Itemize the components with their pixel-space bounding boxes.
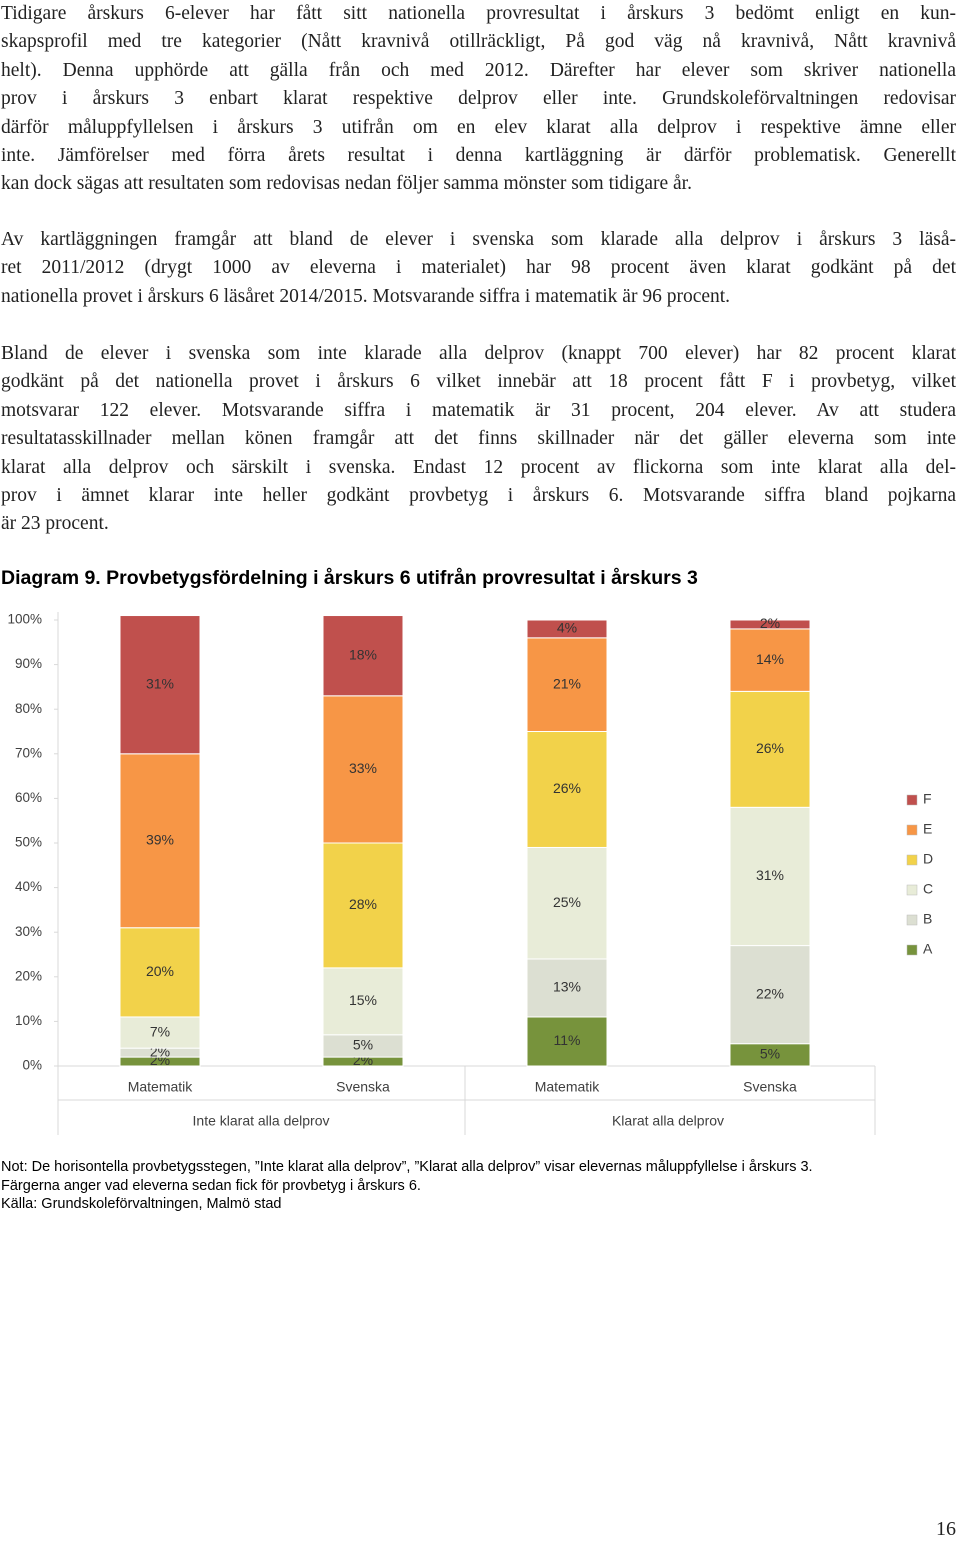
text-line: Bland de elever i svenska som inte klara… (1, 343, 956, 364)
data-label: 7% (150, 1023, 170, 1039)
legend-swatch (906, 914, 918, 926)
data-label: 20% (146, 963, 174, 979)
y-tick-label: 50% (15, 835, 42, 850)
data-label: 26% (756, 740, 784, 756)
bar-segment (729, 628, 811, 692)
chart-title: Diagram 9. Provbetygsfördelning i årskur… (1, 566, 698, 589)
text-line: inte. Jämförelser med förra årets result… (1, 144, 956, 166)
text-line: prov i ämnet klarar inte heller godkänt … (1, 484, 956, 506)
data-label: 28% (349, 896, 377, 912)
bar-segment (729, 945, 811, 1045)
data-label: 11% (554, 1032, 581, 1048)
text-line: ret 2011/2012 (drygt 1000 av eleverna i … (1, 257, 956, 279)
data-label: 5% (353, 1037, 373, 1053)
bar-segment (119, 753, 201, 929)
bar-segment (526, 637, 608, 733)
text-line: Av kartläggningen framgår att bland de e… (1, 229, 956, 250)
legend-label: E (923, 821, 932, 837)
data-label: 18% (349, 646, 377, 662)
bar-segment (119, 615, 201, 755)
text-line: nationella provet i årskurs 6 läsåret 20… (1, 285, 731, 307)
data-label: 2% (760, 615, 780, 631)
group-label: Klarat alla delprov (612, 1113, 724, 1129)
text-line: godkänt på det nationella provet i årsku… (1, 371, 956, 393)
note-line: Färgerna anger vad eleverna sedan fick f… (1, 1177, 421, 1194)
y-tick-label: 30% (15, 924, 42, 939)
data-label: 5% (760, 1046, 780, 1062)
data-label: 21% (553, 675, 581, 691)
y-tick-label: 70% (15, 745, 42, 760)
data-label: 13% (553, 979, 581, 995)
data-label: 25% (553, 894, 581, 910)
bar-segment (526, 846, 608, 960)
bar-segment (526, 1016, 608, 1067)
bar-segment (322, 695, 404, 844)
legend-label: F (923, 791, 932, 807)
paragraph: Tidigare årskurs 6-elever har fått sitt … (1, 0, 956, 199)
legend-label: B (923, 911, 932, 927)
x-tick-label: Matematik (128, 1079, 194, 1095)
y-tick-label: 80% (15, 701, 42, 716)
paragraph: Bland de elever i svenska som inte klara… (1, 340, 956, 539)
bar-segment (119, 1016, 201, 1049)
legend-label: D (923, 851, 933, 867)
bar-segment (526, 958, 608, 1018)
y-tick-label: 90% (15, 656, 42, 671)
legend-swatch (906, 854, 918, 866)
y-tick-label: 20% (15, 968, 42, 983)
note-line: Källa: Grundskoleförvaltningen, Malmö st… (1, 1196, 282, 1212)
note-line: Not: De horisontella provbetygsstegen, ”… (1, 1159, 813, 1175)
bar-segment (119, 927, 201, 1018)
data-label: 31% (146, 675, 174, 691)
text-line: motsvarar 122 elever. Motsvarande siffra… (1, 399, 956, 421)
paragraph: Av kartläggningen framgår att bland de e… (1, 226, 956, 311)
data-label: 39% (146, 831, 174, 847)
x-tick-label: Matematik (535, 1079, 601, 1095)
legend-label: C (923, 881, 933, 897)
group-label: Inte klarat alla delprov (193, 1113, 330, 1129)
y-tick-label: 40% (15, 879, 42, 894)
y-tick-label: 0% (22, 1058, 42, 1073)
text-line: prov i årskurs 3 enbart klarat respektiv… (1, 88, 956, 110)
text-line: resultatasskillnader mellan könen framgå… (1, 428, 956, 450)
text-line: klarat alla delprov och särskilt i svens… (1, 456, 956, 478)
legend-swatch (906, 824, 918, 836)
text-line: kan dock sägas att resultaten som redovi… (1, 173, 692, 195)
text-line: är 23 procent. (1, 513, 109, 535)
y-tick-label: 10% (15, 1013, 42, 1028)
data-label: 22% (756, 985, 784, 1001)
legend-label: A (923, 941, 933, 957)
y-tick-label: 60% (15, 790, 42, 805)
note: Not: De horisontella provbetygsstegen, ”… (1, 1158, 813, 1214)
data-label: 31% (756, 867, 784, 883)
bar-segment (322, 842, 404, 969)
bar-segment (729, 806, 811, 947)
bar-segment (526, 619, 608, 639)
text-line: Tidigare årskurs 6-elever har fått sitt … (1, 3, 956, 24)
legend-swatch (906, 794, 918, 806)
text-line: helt). Denna upphörde att gälla från och… (1, 59, 956, 81)
data-label: 26% (553, 780, 581, 796)
data-label: 14% (756, 651, 784, 667)
bar-segment (322, 615, 404, 697)
legend-swatch (906, 884, 918, 896)
bar-segment (322, 967, 404, 1036)
data-label: 4% (557, 620, 577, 636)
page-number: 16 (936, 1518, 956, 1540)
data-label: 33% (349, 760, 377, 776)
text-line: skapsprofil med tre kategorier (Nått kra… (1, 31, 956, 53)
x-tick-label: Svenska (743, 1079, 797, 1095)
data-label: 15% (349, 992, 377, 1008)
x-tick-label: Svenska (336, 1079, 390, 1095)
bar-segment (526, 731, 608, 848)
bar-segment (729, 690, 811, 808)
legend-swatch (906, 944, 918, 956)
bar-segment (729, 619, 811, 630)
text-line: därför måluppfyllelsen i årskurs 3 utifr… (1, 116, 956, 138)
y-tick-label: 100% (7, 612, 42, 627)
